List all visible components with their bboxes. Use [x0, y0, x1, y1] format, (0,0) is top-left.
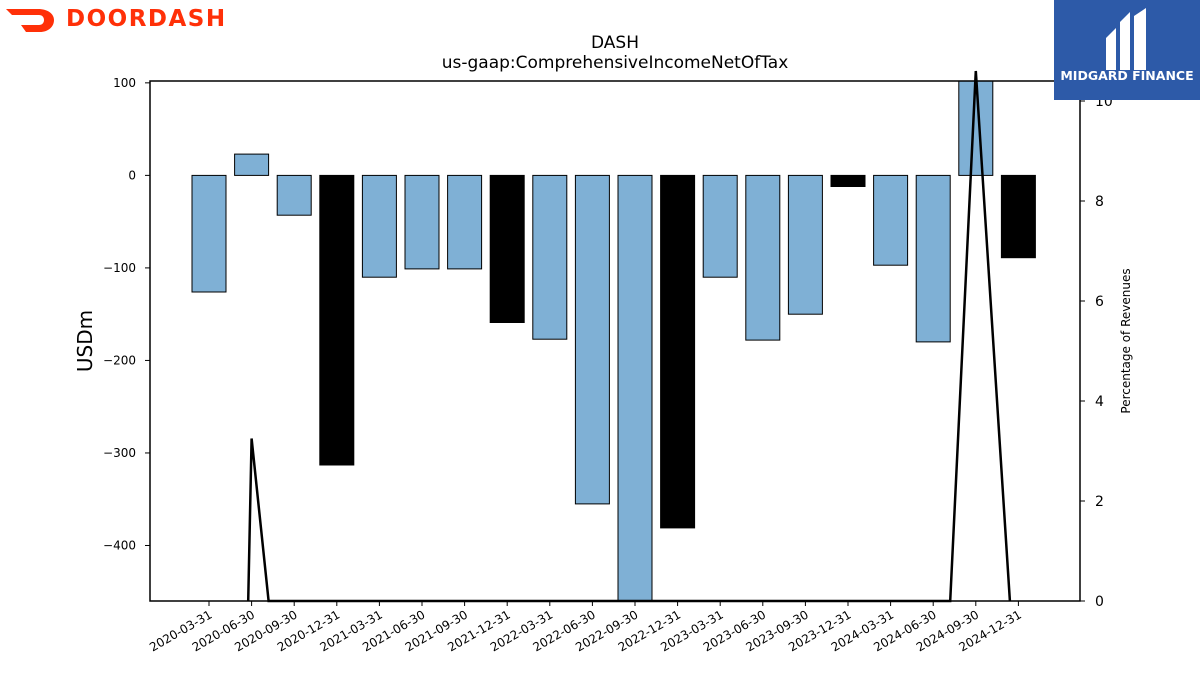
company-name: DOORDASH [66, 6, 227, 32]
bar-2021-09-30 [447, 174, 483, 270]
x-axis-ticks: 2020-03-312020-06-302020-09-302020-12-31… [147, 601, 1024, 654]
y-tick-label: −100 [103, 261, 136, 275]
bar-2021-06-30 [404, 174, 440, 270]
y-tick-label: 100 [113, 76, 136, 90]
y2-tick-label: 6 [1095, 294, 1104, 310]
doordash-logo: DOORDASH [4, 4, 227, 34]
bar-2023-12-31 [830, 174, 866, 187]
bar-2021-12-31 [489, 174, 525, 323]
plot-frame [149, 80, 1081, 602]
y-tick-label: 0 [128, 168, 136, 182]
bar-2023-06-30 [745, 174, 781, 341]
bar-2024-06-30 [915, 174, 951, 343]
chart-subtitle: us-gaap:ComprehensiveIncomeNetOfTax [442, 53, 789, 73]
bar-2021-03-31 [361, 174, 397, 278]
bar-2020-06-30 [234, 153, 270, 176]
bar-2020-03-31 [191, 174, 227, 293]
doordash-dash-icon [6, 9, 54, 32]
y2-tick-label: 0 [1095, 594, 1104, 610]
partner-name: MIDGARD FINANCE [1060, 68, 1194, 83]
bar-2022-06-30 [574, 174, 610, 505]
bar-2023-09-30 [787, 174, 823, 315]
bar-2020-12-31 [319, 174, 355, 466]
y2-tick-label: 2 [1095, 494, 1104, 510]
bar-2023-03-31 [702, 174, 738, 278]
bar-2024-03-31 [873, 174, 909, 266]
chart-title: DASH [591, 33, 639, 53]
bar-2024-12-31 [1000, 174, 1036, 259]
bar-2022-03-31 [532, 174, 568, 340]
y2-tick-label: 8 [1095, 194, 1104, 210]
y-tick-label: −200 [103, 353, 136, 367]
midgard-mark-icon [1106, 8, 1146, 70]
bars [191, 80, 1036, 602]
y2-tick-label: 4 [1095, 394, 1104, 410]
y-tick-label: −400 [103, 538, 136, 552]
left-axis-ticks: 100 0 −100 −200 −300 −400 [103, 76, 150, 552]
bar-2022-09-30 [617, 174, 653, 602]
bar-2022-12-31 [660, 174, 696, 529]
y-axis-label: USDm [73, 310, 97, 372]
y-tick-label: −300 [103, 446, 136, 460]
bar-2020-09-30 [276, 174, 312, 216]
y2-axis-label: Percentage of Revenues [1119, 268, 1133, 413]
midgard-finance-logo: MIDGARD FINANCE [1054, 0, 1200, 100]
